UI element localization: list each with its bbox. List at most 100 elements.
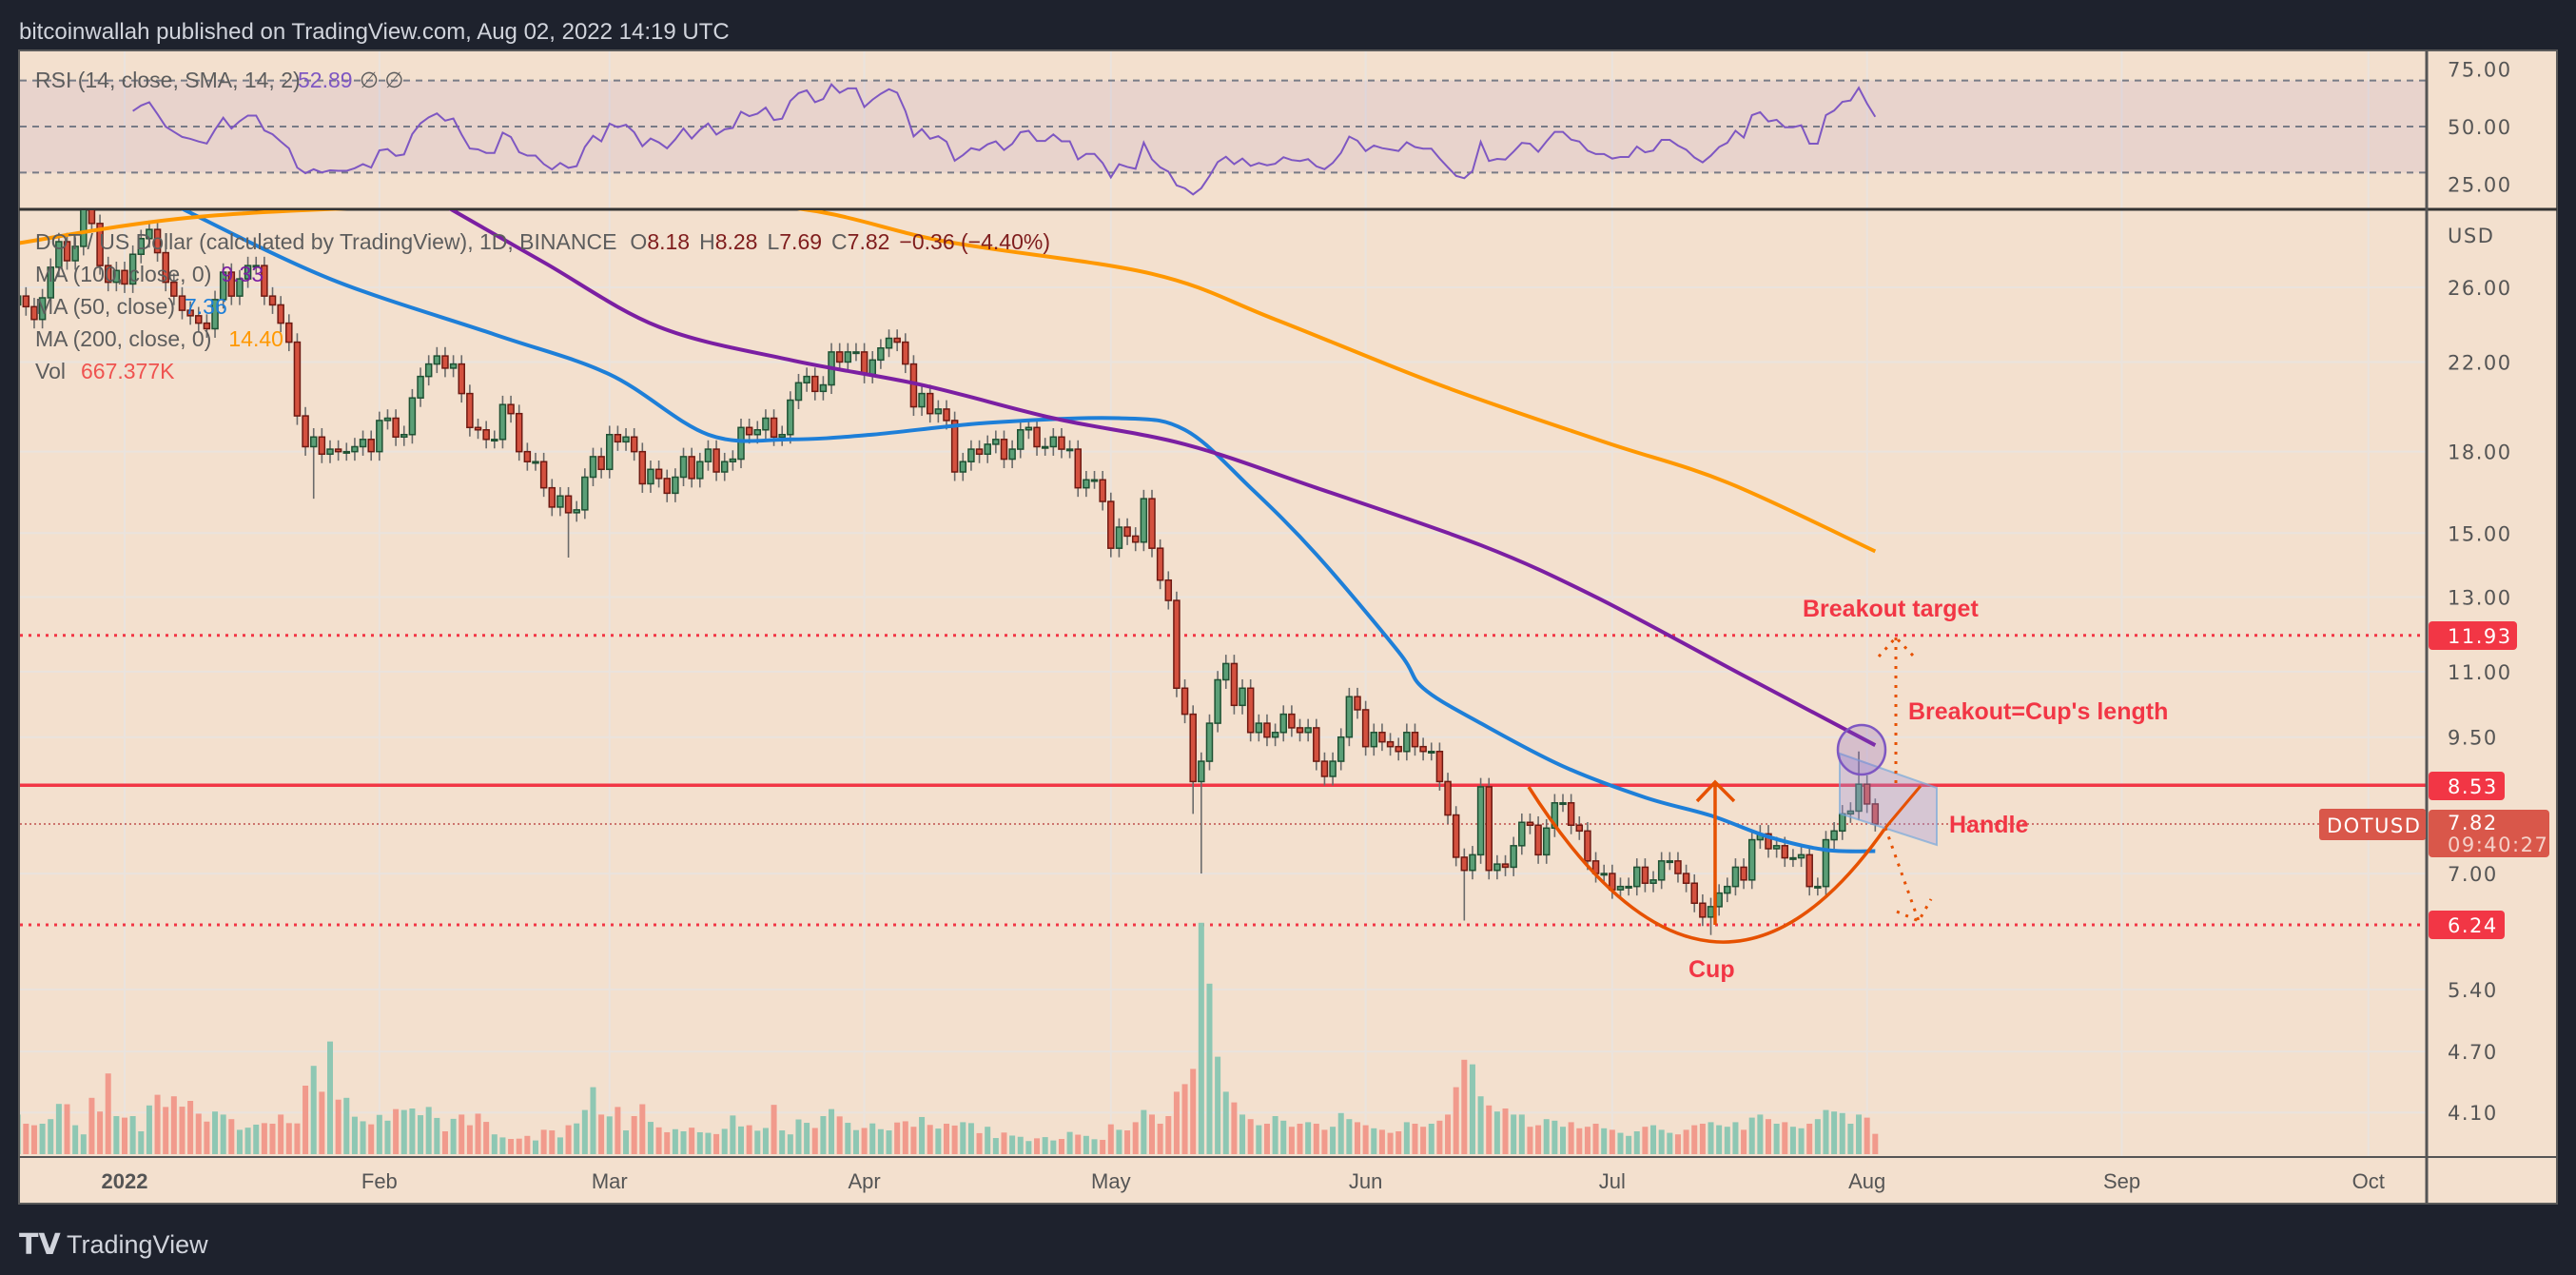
candle[interactable] [581, 468, 589, 520]
candle[interactable] [1395, 737, 1402, 761]
candle[interactable] [1830, 822, 1838, 850]
candle[interactable] [1575, 815, 1584, 840]
candle[interactable] [1386, 733, 1395, 756]
candle[interactable] [1123, 518, 1131, 545]
candle[interactable] [696, 452, 704, 488]
candle[interactable] [367, 430, 375, 461]
candle[interactable] [1789, 849, 1797, 868]
candle[interactable] [1814, 877, 1822, 896]
candle[interactable] [1469, 846, 1476, 880]
candle[interactable] [1263, 714, 1271, 747]
candle[interactable] [1731, 858, 1740, 896]
candle[interactable] [309, 427, 318, 500]
candle[interactable] [491, 430, 498, 449]
candle[interactable] [449, 355, 458, 378]
candle[interactable] [712, 440, 720, 481]
candle[interactable] [1320, 752, 1329, 786]
candle[interactable] [285, 314, 293, 352]
candle[interactable] [803, 367, 810, 392]
candle[interactable] [244, 256, 252, 288]
candle[interactable] [1230, 655, 1239, 715]
candle[interactable] [424, 355, 433, 386]
candle[interactable] [852, 343, 860, 362]
candle[interactable] [433, 346, 441, 374]
candle[interactable] [902, 333, 909, 374]
candle[interactable] [1641, 858, 1649, 892]
candle[interactable] [622, 427, 630, 451]
candle[interactable] [647, 460, 654, 493]
candle[interactable] [984, 435, 991, 463]
candle[interactable] [227, 263, 236, 305]
candle[interactable] [1493, 854, 1501, 880]
candle[interactable] [146, 220, 153, 248]
rsi-line[interactable] [132, 83, 1877, 196]
candle[interactable] [1863, 775, 1871, 814]
time-axis[interactable]: 2022 Feb Mar Apr May Jun Jul Aug Sep Oct [102, 1169, 2385, 1193]
candle[interactable] [47, 258, 54, 307]
candle[interactable] [1567, 794, 1575, 834]
candle[interactable] [720, 452, 729, 481]
candle[interactable] [589, 447, 597, 486]
candle[interactable] [112, 262, 121, 292]
candle[interactable] [441, 346, 449, 378]
candle[interactable] [762, 409, 770, 440]
candle[interactable] [268, 286, 277, 314]
candle[interactable] [975, 440, 984, 463]
candle[interactable] [992, 430, 1000, 454]
candle[interactable] [959, 452, 967, 481]
candle[interactable] [1666, 852, 1674, 871]
candle[interactable] [22, 286, 30, 316]
candle[interactable] [383, 409, 392, 430]
tradingview-logo[interactable]: TV TradingView [19, 1228, 208, 1262]
candle[interactable] [80, 200, 88, 256]
candle[interactable] [1107, 492, 1115, 558]
candle[interactable] [376, 411, 383, 461]
candle[interactable] [1131, 527, 1140, 552]
candle[interactable] [1164, 571, 1173, 610]
candle[interactable] [1189, 705, 1197, 814]
candle[interactable] [55, 232, 63, 277]
candle[interactable] [170, 273, 178, 305]
candle[interactable] [1534, 815, 1542, 864]
candle[interactable] [88, 200, 96, 233]
candle[interactable] [1370, 723, 1378, 756]
candle[interactable] [1255, 714, 1263, 742]
candle[interactable] [778, 425, 786, 446]
candle[interactable] [458, 355, 465, 403]
candle[interactable] [1674, 852, 1682, 883]
candle[interactable] [1485, 777, 1493, 880]
candle[interactable] [417, 367, 424, 407]
candle[interactable] [1271, 723, 1279, 747]
candle[interactable] [1682, 864, 1690, 892]
candle[interactable] [967, 440, 975, 471]
candle[interactable] [104, 256, 112, 292]
candle[interactable] [507, 395, 515, 423]
candle[interactable] [1083, 470, 1090, 498]
candle[interactable] [30, 298, 38, 329]
candle[interactable] [219, 263, 227, 309]
candle[interactable] [1181, 678, 1189, 724]
candle[interactable] [1747, 831, 1756, 890]
ma100-line[interactable] [445, 206, 1877, 747]
candle[interactable] [128, 245, 137, 293]
candle[interactable] [950, 411, 959, 481]
candle[interactable] [672, 468, 679, 502]
candle[interactable] [1649, 871, 1657, 892]
candle[interactable] [1435, 742, 1444, 791]
candle[interactable] [1510, 836, 1517, 876]
candle[interactable] [400, 425, 408, 446]
candle[interactable] [1099, 470, 1106, 511]
candle[interactable] [96, 214, 104, 275]
candle[interactable] [1616, 877, 1625, 899]
candle[interactable] [1017, 421, 1025, 459]
candle[interactable] [326, 440, 334, 463]
candle[interactable] [1460, 848, 1469, 921]
candle[interactable] [1313, 718, 1320, 771]
candle[interactable] [1690, 873, 1698, 912]
candle[interactable] [1724, 877, 1731, 903]
candle[interactable] [1452, 806, 1460, 867]
candle[interactable] [162, 244, 169, 292]
candle[interactable] [1198, 752, 1205, 874]
candle[interactable] [236, 269, 244, 305]
candle[interactable] [893, 329, 901, 352]
